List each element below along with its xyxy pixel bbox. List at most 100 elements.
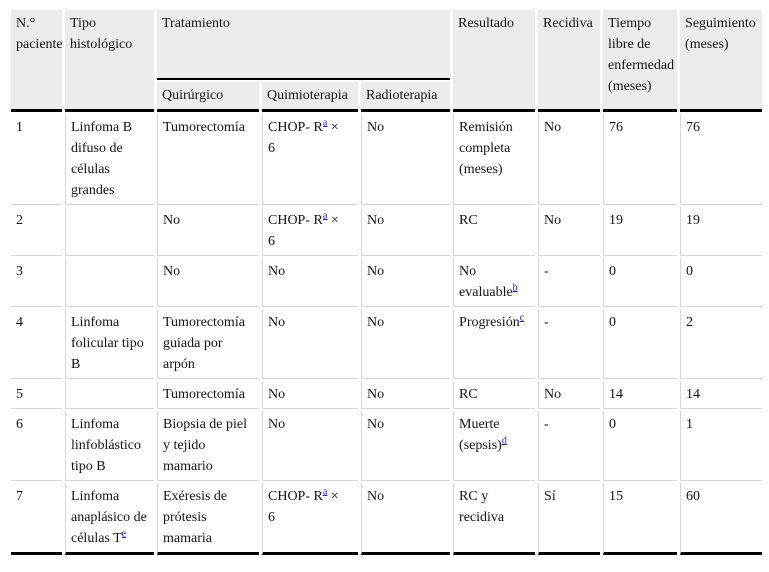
- col-header-followup: Seguimiento (meses): [680, 10, 763, 112]
- col-header-result: Resultado: [453, 10, 536, 112]
- table-row: 1 Linfoma B difuso de células grandes Tu…: [11, 114, 763, 205]
- cell-followup: 19: [680, 207, 763, 256]
- chemo-text-suffix: × 6: [268, 213, 339, 249]
- cell-histology: Linfoma folicular tipo B: [65, 309, 154, 379]
- table-body: 1 Linfoma B difuso de células grandes Tu…: [11, 114, 763, 555]
- cell-followup: 14: [680, 381, 763, 409]
- cell-followup: 2: [680, 309, 763, 379]
- table-row: 5 Tumorectomía No No RC No 14 14: [11, 381, 763, 409]
- col-header-histology: Tipo histológico: [65, 10, 154, 112]
- table-row: 4 Linfoma folicular tipo B Tumorectomía …: [11, 309, 763, 379]
- cell-relapse: -: [538, 411, 601, 481]
- col-header-radiotherapy: Radioterapia: [361, 82, 451, 112]
- cell-radiotherapy: No: [361, 207, 451, 256]
- cell-result: No evaluableb: [453, 258, 536, 307]
- cell-surgical: No: [157, 207, 259, 256]
- cell-histology: [65, 258, 154, 307]
- table-row: 7 Linfoma anaplásico de células Te Exére…: [11, 483, 763, 555]
- cell-result: RC: [453, 207, 536, 256]
- cell-surgical: Tumorectomía guiada por arpón: [157, 309, 259, 379]
- col-header-treatment-group: Tratamiento: [157, 10, 451, 80]
- col-header-relapse: Recidiva: [538, 10, 601, 112]
- cell-patient-number: 6: [11, 411, 62, 481]
- cell-relapse: No: [538, 381, 601, 409]
- cell-chemotherapy: CHOP- Ra × 6: [262, 114, 358, 205]
- footnote-link-a[interactable]: a: [322, 117, 328, 129]
- header-row-sub: Quirúrgico Quimioterapia Radioterapia: [11, 82, 762, 112]
- chemo-text-suffix: × 6: [268, 489, 339, 525]
- cell-radiotherapy: No: [361, 309, 451, 379]
- cell-disease-free-time: 15: [603, 483, 678, 555]
- footnote-link-b[interactable]: b: [512, 282, 518, 294]
- cell-disease-free-time: 76: [603, 114, 678, 205]
- table-row: 2 No CHOP- Ra × 6 No RC No 19 19: [11, 207, 763, 256]
- cell-radiotherapy: No: [361, 258, 451, 307]
- table-row: 3 No No No No evaluableb - 0 0: [11, 258, 763, 307]
- histology-text: Linfoma anaplásico de células T: [71, 489, 147, 546]
- cell-result: Remisión completa (meses): [453, 114, 536, 205]
- cell-disease-free-time: 14: [603, 381, 678, 409]
- chemo-text: CHOP- R: [268, 120, 323, 135]
- result-text: Progresión: [459, 315, 520, 330]
- cell-disease-free-time: 0: [603, 411, 678, 481]
- cell-followup: 76: [680, 114, 763, 205]
- cell-surgical: Biopsia de piel y tejido mamario: [157, 411, 259, 481]
- cell-disease-free-time: 0: [603, 258, 678, 307]
- cell-disease-free-time: 0: [603, 309, 678, 379]
- col-header-patient-number: N.° paciente: [11, 10, 63, 112]
- cell-chemotherapy: CHOP- Ra × 6: [262, 207, 358, 256]
- cell-relapse: -: [538, 309, 601, 379]
- cell-histology: [65, 207, 154, 256]
- chemo-text: CHOP- R: [268, 213, 323, 228]
- cell-radiotherapy: No: [361, 483, 451, 555]
- cell-disease-free-time: 19: [603, 207, 678, 256]
- cell-patient-number: 2: [11, 207, 62, 256]
- cell-surgical: Tumorectomía: [157, 114, 259, 205]
- result-text: No evaluable: [459, 264, 513, 300]
- result-text: Muerte (sepsis): [459, 417, 502, 453]
- cell-surgical: Exéresis de prótesis mamaria: [157, 483, 259, 555]
- col-header-chemotherapy: Quimioterapia: [262, 82, 358, 112]
- cell-histology: [65, 381, 154, 409]
- cell-chemotherapy: No: [262, 381, 358, 409]
- cell-histology: Linfoma B difuso de células grandes: [65, 114, 154, 205]
- footnote-link-e[interactable]: e: [121, 528, 127, 540]
- footnote-link-d[interactable]: d: [501, 435, 507, 447]
- cell-followup: 60: [680, 483, 763, 555]
- cell-radiotherapy: No: [361, 411, 451, 481]
- cell-surgical: Tumorectomía: [157, 381, 259, 409]
- footnote-link-c[interactable]: c: [519, 312, 525, 324]
- col-header-disease-free-time: Tiempo libre de enfermedad (meses): [603, 10, 678, 112]
- cell-patient-number: 7: [11, 483, 62, 555]
- chemo-text-suffix: × 6: [268, 120, 339, 156]
- cell-surgical: No: [157, 258, 259, 307]
- footnote-link-a[interactable]: a: [322, 210, 328, 222]
- chemo-text: CHOP- R: [268, 489, 323, 504]
- patients-treatment-table: N.° paciente Tipo histológico Tratamient…: [8, 8, 765, 557]
- footnote-link-a[interactable]: a: [322, 486, 328, 498]
- cell-patient-number: 1: [11, 114, 62, 205]
- cell-relapse: No: [538, 114, 601, 205]
- cell-histology: Linfoma linfoblástico tipo B: [65, 411, 154, 481]
- cell-patient-number: 4: [11, 309, 62, 379]
- cell-relapse: Sí: [538, 483, 601, 555]
- cell-histology: Linfoma anaplásico de células Te: [65, 483, 154, 555]
- cell-radiotherapy: No: [361, 381, 451, 409]
- cell-result: RC: [453, 381, 536, 409]
- cell-chemotherapy: No: [262, 258, 358, 307]
- cell-chemotherapy: CHOP- Ra × 6: [262, 483, 358, 555]
- cell-relapse: No: [538, 207, 601, 256]
- header-row-top: N.° paciente Tipo histológico Tratamient…: [11, 10, 763, 112]
- cell-chemotherapy: No: [262, 309, 358, 379]
- table-row: 6 Linfoma linfoblástico tipo B Biopsia d…: [11, 411, 763, 481]
- cell-result: Progresiónc: [453, 309, 536, 379]
- cell-followup: 0: [680, 258, 763, 307]
- cell-patient-number: 5: [11, 381, 62, 409]
- cell-radiotherapy: No: [361, 114, 451, 205]
- col-header-surgical: Quirúrgico: [157, 82, 259, 112]
- table-header: N.° paciente Tipo histológico Tratamient…: [11, 10, 763, 112]
- cell-chemotherapy: No: [262, 411, 358, 481]
- cell-result: RC y recidiva: [453, 483, 536, 555]
- cell-relapse: -: [538, 258, 601, 307]
